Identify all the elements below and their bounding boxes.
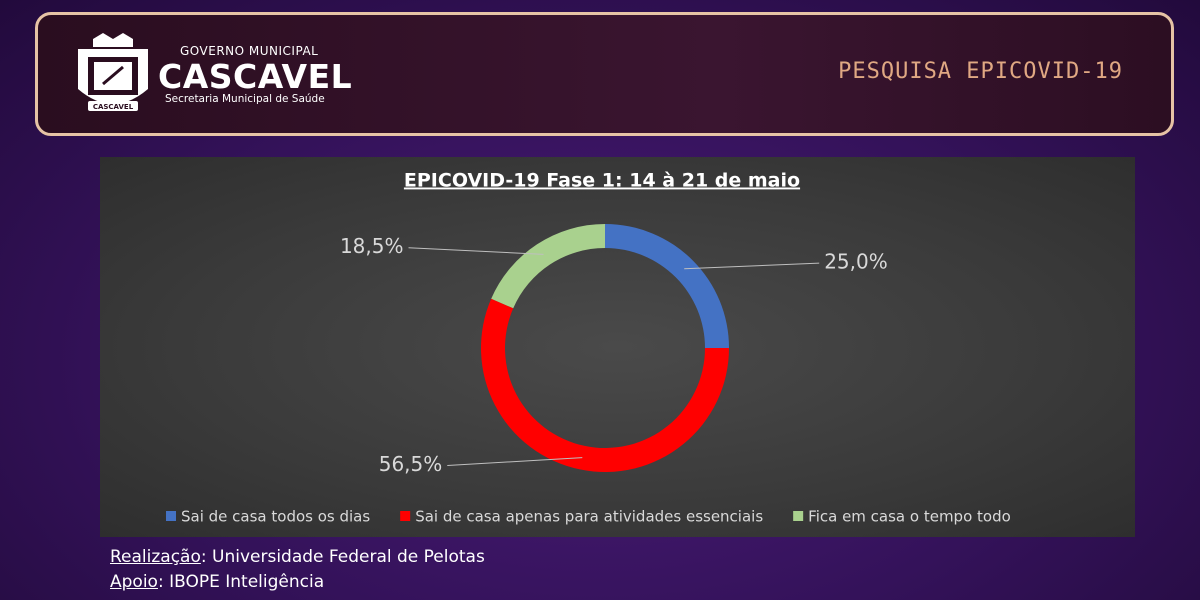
- dept-label: Secretaria Municipal de Saúde: [165, 93, 325, 105]
- chart-title: EPICOVID-19 Fase 1: 14 à 21 de maio: [404, 170, 800, 192]
- header: CASCAVEL GOVERNO MUNICIPAL CASCAVEL Secr…: [35, 12, 1174, 136]
- legend-label: Sai de casa apenas para atividades essen…: [415, 508, 763, 526]
- donut-segment: [491, 224, 605, 309]
- chart: EPICOVID-19 Fase 1: 14 à 21 de maio 25,0…: [166, 170, 1011, 526]
- footer-text: : IBOPE Inteligência: [157, 572, 325, 592]
- data-label: 56,5%: [379, 452, 443, 476]
- logo-badge: CASCAVEL: [93, 103, 134, 111]
- footer-label: Realização: [110, 547, 201, 567]
- leader-line: [408, 247, 544, 255]
- footer: Realização: Universidade Federal de Pelo…: [110, 545, 485, 595]
- data-label: 25,0%: [824, 250, 888, 274]
- chart-panel: EPICOVID-19 Fase 1: 14 à 21 de maio 25,0…: [100, 157, 1135, 537]
- footer-line: Realização: Universidade Federal de Pelo…: [110, 545, 485, 570]
- leader-line: [447, 457, 583, 467]
- donut-segment: [605, 224, 729, 348]
- header-title: PESQUISA EPICOVID-19: [838, 59, 1123, 84]
- data-label: 18,5%: [340, 234, 404, 258]
- legend-swatch: [793, 511, 804, 521]
- footer-label: Apoio: [110, 572, 158, 592]
- donut-segment: [480, 298, 729, 473]
- footer-line: Apoio: IBOPE Inteligência: [110, 570, 485, 595]
- legend-label: Sai de casa todos os dias: [181, 508, 370, 526]
- logo: CASCAVEL: [78, 33, 148, 111]
- city-label: CASCAVEL: [158, 57, 353, 96]
- footer-text: : Universidade Federal de Pelotas: [200, 547, 485, 567]
- legend-swatch: [166, 511, 176, 521]
- leader-line: [684, 262, 820, 270]
- legend-swatch: [400, 511, 411, 521]
- legend-label: Fica em casa o tempo todo: [808, 508, 1011, 526]
- gov-label: GOVERNO MUNICIPAL: [180, 44, 319, 58]
